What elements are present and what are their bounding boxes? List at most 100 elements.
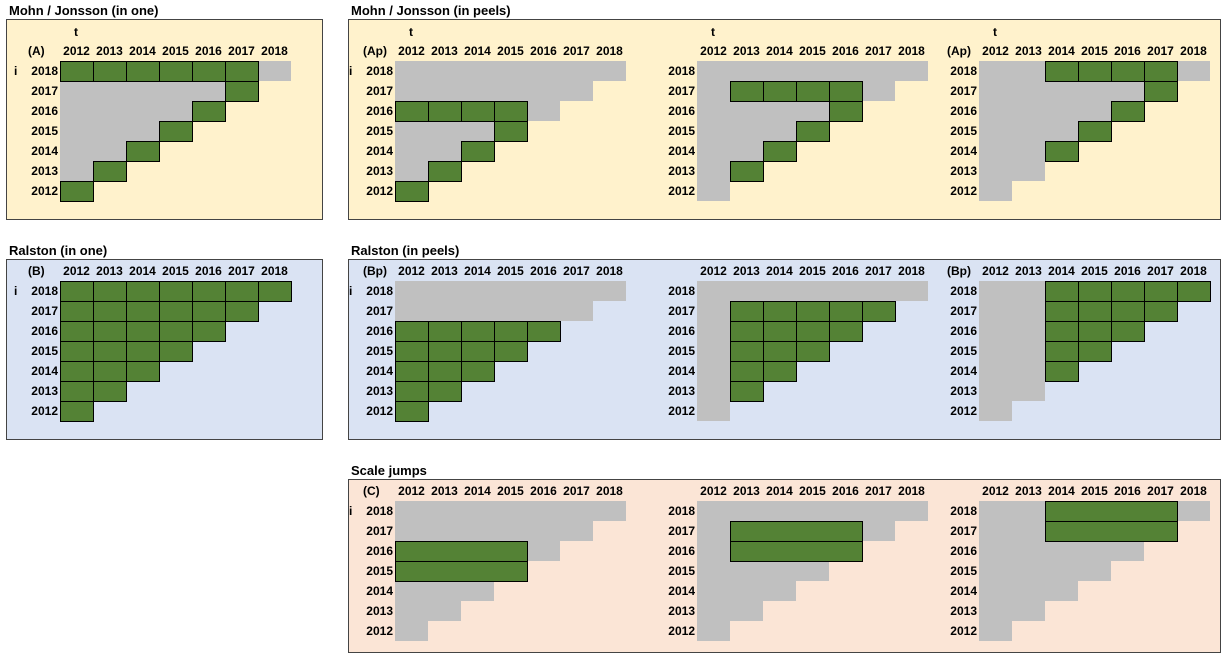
grey-cell bbox=[395, 141, 428, 161]
filled-cell bbox=[126, 141, 160, 162]
column-year-label: 2016 bbox=[530, 44, 557, 58]
column-year-label: 2014 bbox=[464, 44, 491, 58]
grey-cell bbox=[93, 81, 126, 101]
grey-cell bbox=[979, 541, 1012, 561]
filled-cell bbox=[126, 321, 160, 342]
column-year-label: 2016 bbox=[530, 484, 557, 498]
grey-cell bbox=[979, 281, 1012, 301]
grey-cell bbox=[1012, 521, 1045, 541]
grey-cell bbox=[697, 181, 730, 201]
grey-cell bbox=[862, 61, 895, 81]
grey-cell bbox=[1045, 581, 1078, 601]
filled-cell bbox=[428, 161, 462, 182]
grey-cell bbox=[527, 521, 560, 541]
column-year-label: 2017 bbox=[1147, 264, 1174, 278]
column-year-label: 2014 bbox=[1048, 44, 1075, 58]
grey-cell bbox=[979, 61, 1012, 81]
grey-cell bbox=[527, 61, 560, 81]
row-year-label: 2014 bbox=[366, 144, 393, 158]
section-title: Mohn / Jonsson (in one) bbox=[9, 3, 159, 18]
grey-cell bbox=[1045, 121, 1078, 141]
column-year-label: 2012 bbox=[700, 484, 727, 498]
filled-cell bbox=[1078, 341, 1112, 362]
corner-label: (Ap) bbox=[947, 44, 971, 58]
filled-cell bbox=[60, 61, 94, 82]
grey-cell bbox=[730, 561, 763, 581]
grey-cell bbox=[560, 521, 593, 541]
filled-cell bbox=[395, 321, 429, 342]
row-year-label: 2017 bbox=[366, 304, 393, 318]
panel-scale: 2012 2013 2014 2015 2016 2017 2018 2018 2017 2016… bbox=[348, 479, 1221, 653]
row-year-label: 2017 bbox=[950, 84, 977, 98]
filled-cell bbox=[93, 61, 127, 82]
filled-cell bbox=[192, 301, 226, 322]
grey-cell bbox=[1012, 141, 1045, 161]
column-year-label: 2012 bbox=[398, 264, 425, 278]
grey-cell bbox=[126, 121, 159, 141]
row-year-label: 2016 bbox=[950, 324, 977, 338]
filled-cell bbox=[126, 361, 160, 382]
row-year-label: 2017 bbox=[950, 524, 977, 538]
filled-cell bbox=[796, 341, 830, 362]
grey-cell bbox=[560, 301, 593, 321]
grey-cell bbox=[428, 61, 461, 81]
grey-cell bbox=[1012, 161, 1045, 181]
grey-cell bbox=[1012, 321, 1045, 341]
t-axis-label: t bbox=[711, 25, 715, 39]
grey-cell bbox=[461, 81, 494, 101]
row-year-label: 2014 bbox=[31, 144, 58, 158]
filled-cell bbox=[494, 341, 528, 362]
filled-cell bbox=[159, 281, 193, 302]
grey-cell bbox=[895, 281, 928, 301]
column-year-label: 2015 bbox=[497, 484, 524, 498]
grey-cell bbox=[1012, 601, 1045, 621]
grey-cell bbox=[979, 601, 1012, 621]
grey-cell bbox=[796, 561, 829, 581]
row-year-label: 2013 bbox=[366, 384, 393, 398]
filled-cell bbox=[1144, 61, 1178, 82]
filled-cell bbox=[192, 321, 226, 342]
grey-cell bbox=[1045, 81, 1078, 101]
row-year-label: 2013 bbox=[31, 164, 58, 178]
grey-cell bbox=[763, 561, 796, 581]
grey-cell bbox=[1012, 341, 1045, 361]
filled-cell bbox=[1144, 81, 1178, 102]
grey-cell bbox=[697, 61, 730, 81]
corner-label: (Bp) bbox=[363, 264, 387, 278]
filled-cell bbox=[461, 341, 495, 362]
filled-cell bbox=[461, 141, 495, 162]
filled-cell bbox=[93, 341, 127, 362]
grey-cell bbox=[395, 121, 428, 141]
grey-cell bbox=[126, 101, 159, 121]
section-title: Scale jumps bbox=[351, 463, 427, 478]
filled-cell bbox=[395, 381, 429, 402]
grey-cell bbox=[461, 281, 494, 301]
column-year-label: 2018 bbox=[898, 44, 925, 58]
grey-cell bbox=[1045, 101, 1078, 121]
filled-cell bbox=[126, 61, 160, 82]
grey-cell bbox=[979, 181, 1012, 201]
row-year-label: 2014 bbox=[668, 584, 695, 598]
grey-cell bbox=[979, 121, 1012, 141]
row-year-label: 2015 bbox=[366, 564, 393, 578]
row-year-label: 2018 bbox=[950, 64, 977, 78]
filled-cell bbox=[60, 341, 94, 362]
filled-cell bbox=[730, 361, 764, 382]
row-year-label: 2012 bbox=[668, 184, 695, 198]
row-year-label: 2017 bbox=[668, 84, 695, 98]
grey-cell bbox=[60, 141, 93, 161]
filled-cell bbox=[829, 301, 863, 322]
grey-cell bbox=[395, 621, 428, 641]
column-year-label: 2017 bbox=[865, 44, 892, 58]
grey-cell bbox=[979, 341, 1012, 361]
grey-cell bbox=[763, 61, 796, 81]
filled-cell bbox=[763, 301, 797, 322]
filled-cell bbox=[428, 321, 462, 342]
row-year-label: 2016 bbox=[668, 104, 695, 118]
column-year-label: 2014 bbox=[766, 484, 793, 498]
filled-cell bbox=[225, 281, 259, 302]
row-year-label: 2015 bbox=[668, 124, 695, 138]
filled-cell bbox=[60, 301, 94, 322]
grey-cell bbox=[979, 581, 1012, 601]
grey-cell bbox=[1012, 381, 1045, 401]
